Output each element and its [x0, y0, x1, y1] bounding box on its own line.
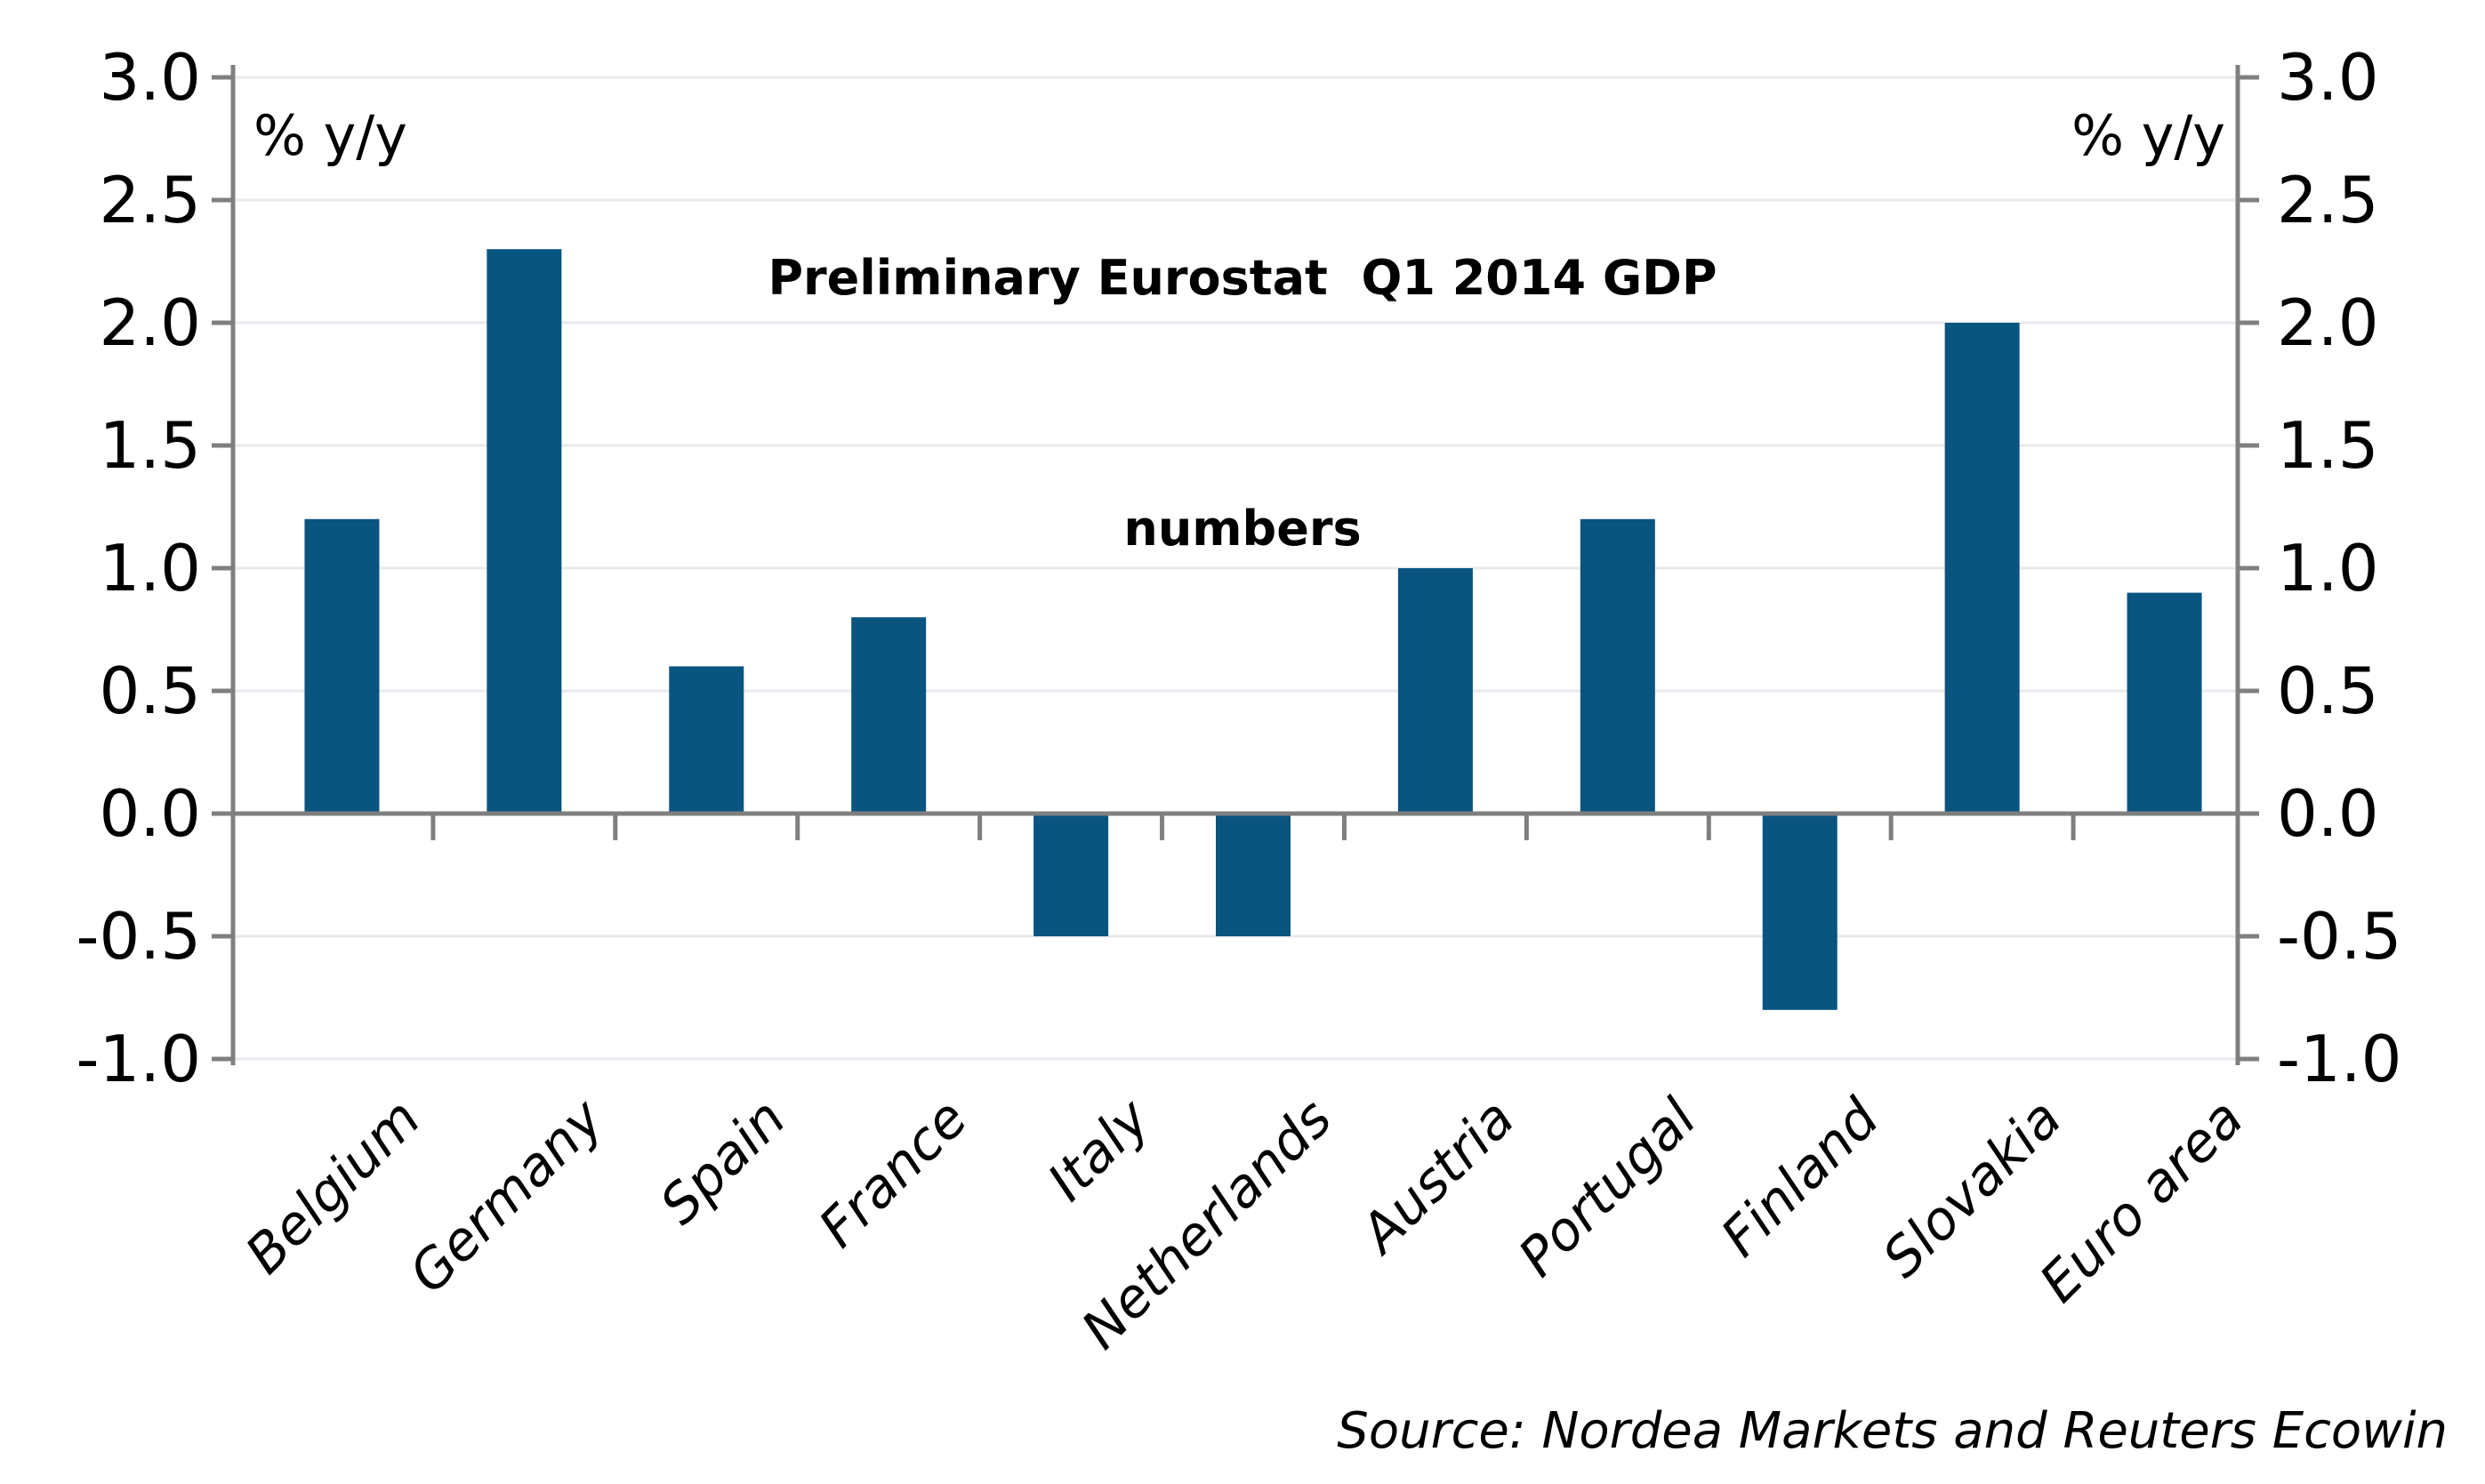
y-axis-left-label-0: 0.0 [99, 776, 201, 851]
y-axis-left-label-3: 3.0 [99, 40, 201, 115]
bar-belgium [304, 518, 380, 814]
y-axis-right-label-0.5: 0.5 [2277, 654, 2379, 728]
y-axis-right-label-0: 0.0 [2277, 776, 2379, 851]
chart-title: Preliminary Eurostat Q1 2014 GDP numbers [768, 69, 1717, 738]
right-axis-unit-label: % y/y [2071, 103, 2225, 168]
y-axis-right-label-1.5: 1.5 [2277, 408, 2379, 483]
bar-portugal [1580, 518, 1655, 814]
source-credit: Source: Nordea Markets and Reuters Ecowi… [1337, 1402, 2448, 1460]
y-axis-left-label-2.5: 2.5 [99, 163, 201, 237]
chart-title-line1: Preliminary Eurostat Q1 2014 GDP [768, 250, 1717, 306]
y-axis-right-label-2.5: 2.5 [2277, 163, 2379, 237]
y-axis-right-label-2: 2.0 [2277, 285, 2379, 360]
bar-spain [669, 666, 744, 814]
y-axis-right-label--1: -1.0 [2277, 1022, 2402, 1096]
bar-euro-area [2127, 592, 2202, 814]
bar-germany [487, 249, 562, 814]
bar-france [851, 617, 927, 814]
bar-italy [1033, 814, 1109, 936]
y-axis-left-label-1.5: 1.5 [99, 408, 201, 483]
chart-title-line2: numbers [1123, 501, 1362, 557]
y-axis-left-label--0.5: -0.5 [76, 899, 201, 974]
left-axis-unit-label: % y/y [253, 103, 407, 168]
bar-netherlands [1216, 814, 1291, 936]
bar-austria [1397, 568, 1473, 814]
y-axis-left-label-0.5: 0.5 [99, 654, 201, 728]
y-axis-right-label-3: 3.0 [2277, 40, 2379, 115]
y-axis-left-label--1: -1.0 [76, 1022, 201, 1096]
bar-slovakia [1944, 323, 2020, 814]
y-axis-left-label-2: 2.0 [99, 285, 201, 360]
y-axis-left-label-1: 1.0 [99, 531, 201, 606]
y-axis-right-label--0.5: -0.5 [2277, 899, 2402, 974]
bar-finland [1762, 814, 1838, 1010]
y-axis-right-label-1: 1.0 [2277, 531, 2379, 606]
